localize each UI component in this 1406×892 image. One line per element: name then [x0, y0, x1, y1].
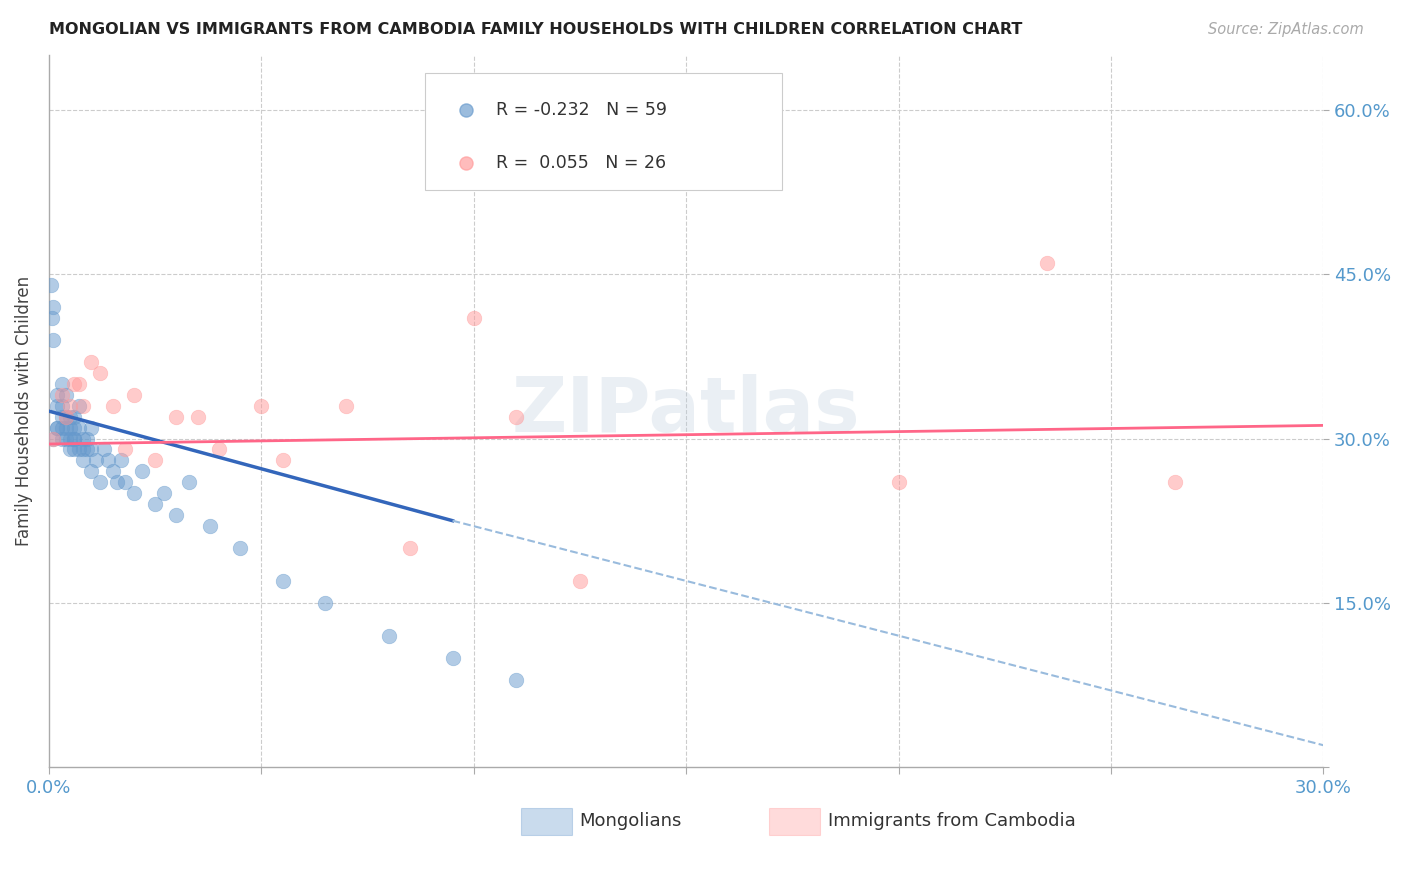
Point	[46, 420, 69, 434]
Point	[1164, 475, 1187, 490]
Point	[39, 278, 62, 293]
Point	[63, 432, 86, 446]
Text: R = -0.232   N = 59: R = -0.232 N = 59	[496, 101, 668, 119]
Point	[314, 596, 336, 610]
Point	[378, 629, 401, 643]
Point	[59, 442, 82, 457]
Point	[76, 432, 98, 446]
Point	[122, 486, 145, 500]
Point	[72, 442, 94, 457]
Point	[67, 399, 90, 413]
Point	[51, 409, 73, 424]
Point	[229, 541, 252, 555]
Point	[110, 453, 132, 467]
Point	[179, 475, 201, 490]
Point	[105, 475, 128, 490]
Point	[46, 399, 69, 413]
Point	[441, 650, 464, 665]
Point	[80, 420, 103, 434]
Point	[80, 355, 103, 369]
Point	[51, 420, 73, 434]
Point	[55, 388, 77, 402]
Point	[505, 673, 527, 687]
Point	[55, 432, 77, 446]
Point	[72, 453, 94, 467]
Point	[399, 541, 422, 555]
Point	[84, 453, 107, 467]
Point	[46, 420, 69, 434]
Point	[42, 432, 65, 446]
Point	[505, 409, 527, 424]
Text: Source: ZipAtlas.com: Source: ZipAtlas.com	[1208, 22, 1364, 37]
Point	[152, 486, 174, 500]
Point	[55, 409, 77, 424]
Point	[89, 475, 111, 490]
Point	[51, 432, 73, 446]
Point	[42, 300, 65, 314]
FancyBboxPatch shape	[520, 808, 571, 835]
Point	[46, 388, 69, 402]
Point	[80, 464, 103, 478]
Point	[887, 475, 910, 490]
Text: Mongolians: Mongolians	[579, 812, 682, 830]
Point	[165, 409, 187, 424]
Point	[72, 432, 94, 446]
Text: R =  0.055   N = 26: R = 0.055 N = 26	[496, 154, 666, 172]
Point	[97, 453, 120, 467]
Point	[59, 420, 82, 434]
Point	[51, 376, 73, 391]
Point	[93, 442, 115, 457]
Point	[143, 497, 166, 511]
Point	[42, 333, 65, 347]
Point	[63, 376, 86, 391]
Point	[51, 399, 73, 413]
Point	[114, 475, 136, 490]
Point	[72, 399, 94, 413]
Point	[250, 399, 273, 413]
FancyBboxPatch shape	[769, 808, 820, 835]
Point	[63, 409, 86, 424]
Y-axis label: Family Households with Children: Family Households with Children	[15, 277, 32, 546]
Point	[42, 432, 65, 446]
Point	[271, 453, 294, 467]
Point	[101, 464, 124, 478]
Point	[55, 420, 77, 434]
Point	[1036, 256, 1059, 270]
Point	[131, 464, 153, 478]
Text: Immigrants from Cambodia: Immigrants from Cambodia	[828, 812, 1076, 830]
Point	[271, 574, 294, 588]
Point	[569, 574, 592, 588]
Point	[67, 442, 90, 457]
Point	[101, 399, 124, 413]
Point	[63, 442, 86, 457]
FancyBboxPatch shape	[425, 73, 782, 190]
Point	[143, 453, 166, 467]
Text: MONGOLIAN VS IMMIGRANTS FROM CAMBODIA FAMILY HOUSEHOLDS WITH CHILDREN CORRELATIO: MONGOLIAN VS IMMIGRANTS FROM CAMBODIA FA…	[49, 22, 1022, 37]
Point	[463, 311, 485, 326]
Point	[80, 442, 103, 457]
Point	[67, 376, 90, 391]
Point	[59, 409, 82, 424]
Point	[335, 399, 357, 413]
Point	[122, 388, 145, 402]
Point	[63, 420, 86, 434]
Point	[67, 420, 90, 434]
Point	[51, 388, 73, 402]
Point	[63, 432, 86, 446]
Point	[114, 442, 136, 457]
Point	[76, 442, 98, 457]
Point	[55, 409, 77, 424]
Text: ZIPatlas: ZIPatlas	[512, 374, 860, 448]
Point	[41, 311, 63, 326]
Point	[59, 432, 82, 446]
Point	[89, 366, 111, 380]
Point	[200, 519, 222, 533]
Point	[59, 399, 82, 413]
Point	[187, 409, 209, 424]
Point	[165, 508, 187, 523]
Point	[208, 442, 231, 457]
